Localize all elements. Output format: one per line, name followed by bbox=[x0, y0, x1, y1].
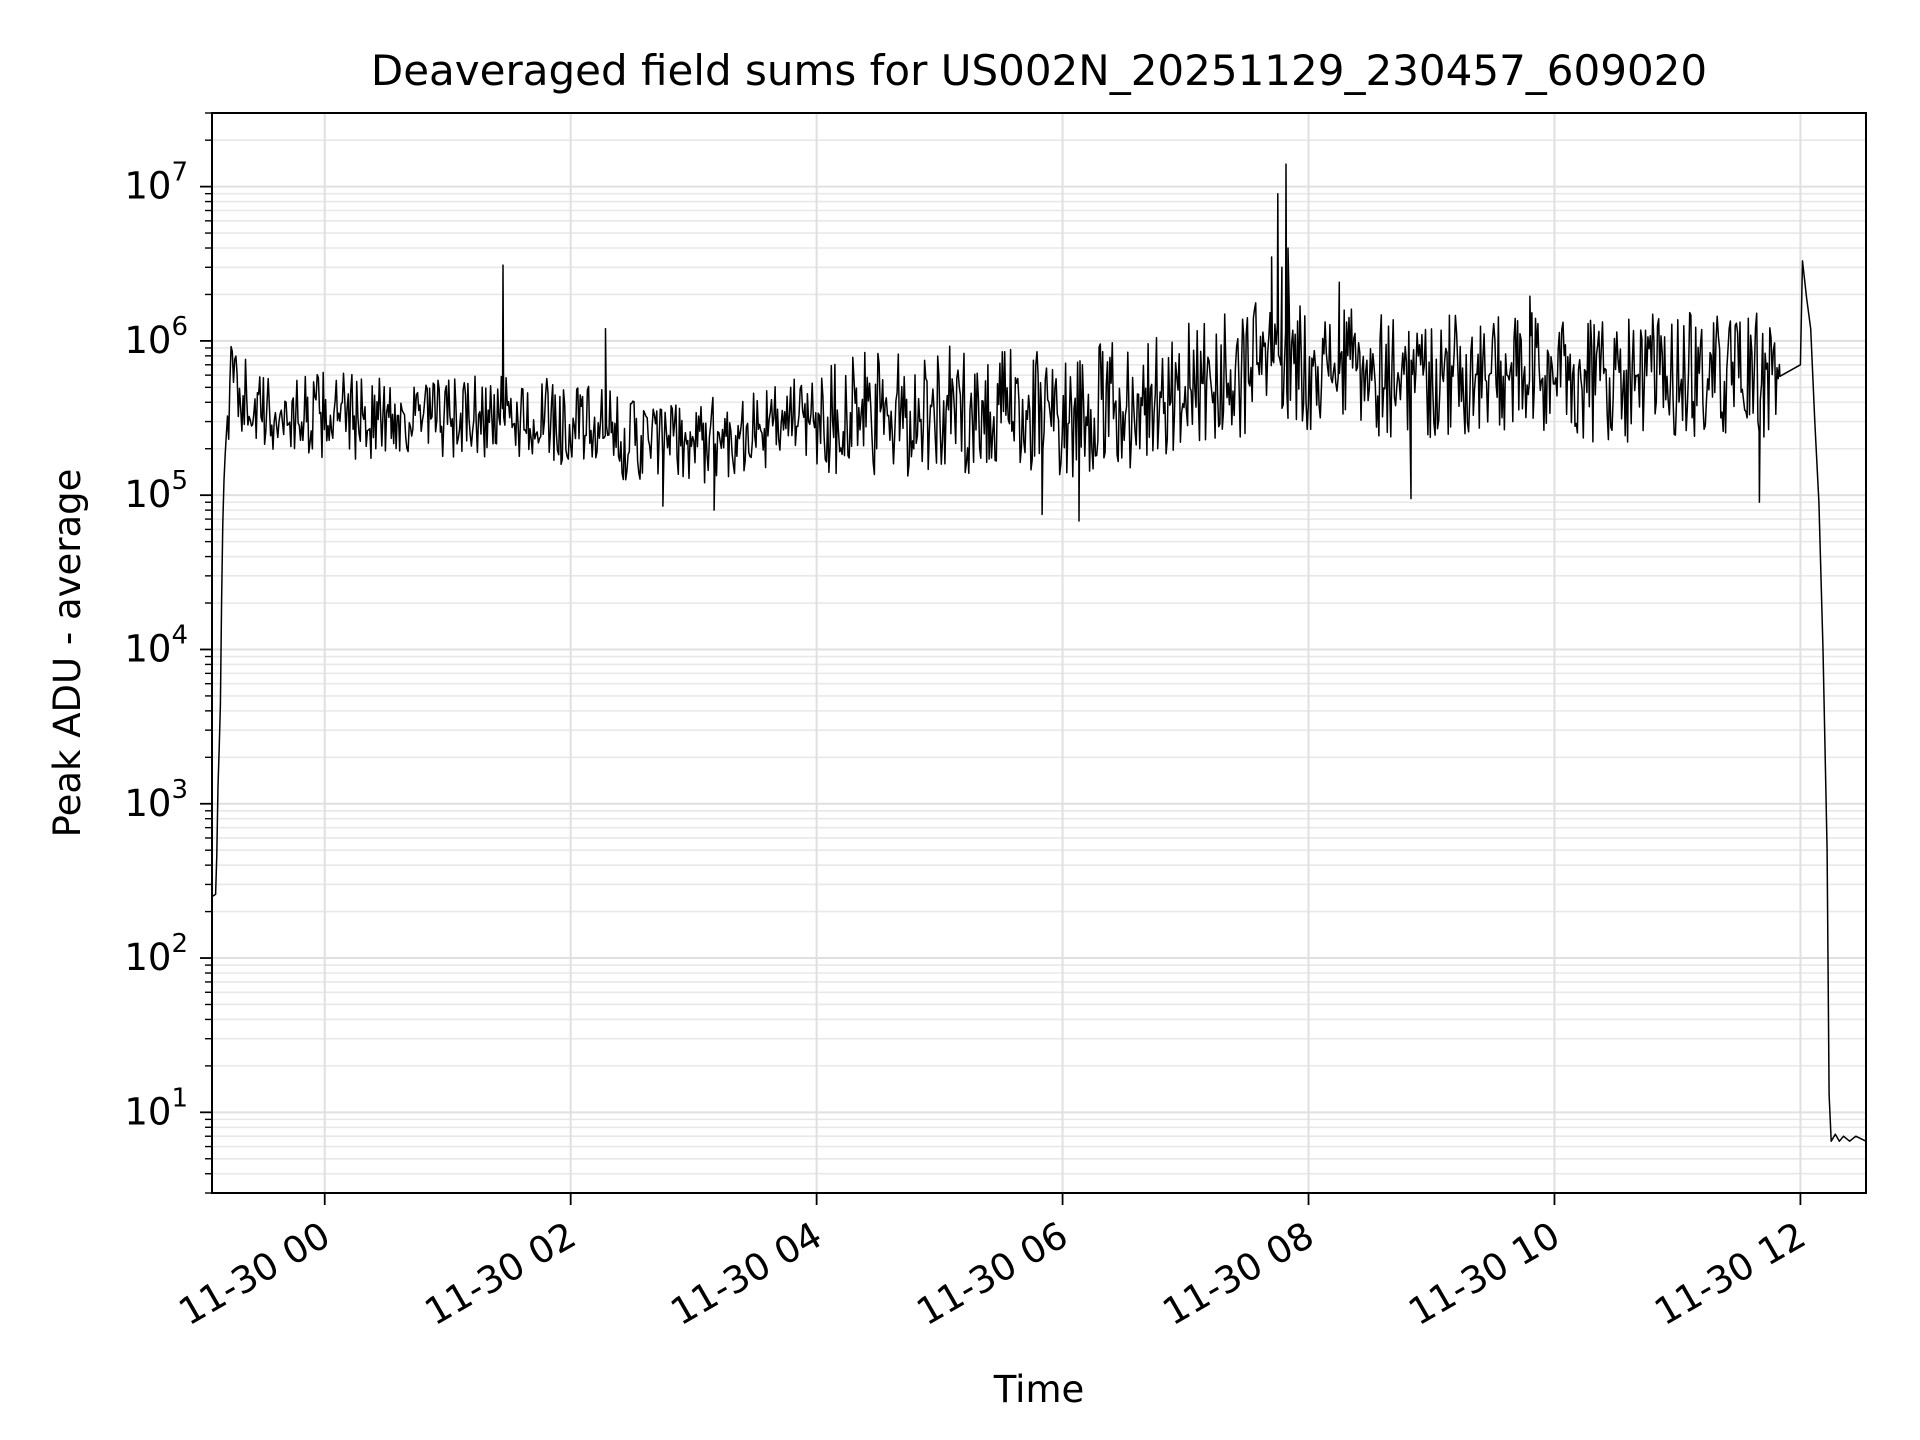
y-tick-label: 105 bbox=[124, 466, 188, 516]
chart-title: Deaveraged field sums for US002N_2025112… bbox=[371, 46, 1707, 95]
y-tick-base: 10 bbox=[124, 319, 171, 362]
y-tick-label: 107 bbox=[124, 158, 188, 208]
y-tick-exponent: 1 bbox=[171, 1083, 188, 1113]
series-line bbox=[211, 163, 1867, 1142]
y-tick-base: 10 bbox=[124, 473, 171, 516]
y-tick-exponent: 5 bbox=[171, 466, 188, 496]
y-tick-exponent: 3 bbox=[171, 775, 188, 805]
y-tick-exponent: 6 bbox=[171, 312, 188, 342]
y-tick-label: 101 bbox=[124, 1083, 188, 1133]
y-tick-label: 102 bbox=[124, 929, 188, 979]
y-tick-base: 10 bbox=[124, 782, 171, 825]
y-tick-exponent: 4 bbox=[171, 620, 188, 650]
x-axis-title: Time bbox=[993, 1368, 1085, 1411]
y-tick-base: 10 bbox=[124, 936, 171, 979]
y-tick-label: 104 bbox=[124, 620, 188, 670]
series-layer bbox=[211, 163, 1867, 1142]
y-tick-label: 106 bbox=[124, 312, 188, 362]
y-tick-base: 10 bbox=[124, 1090, 171, 1133]
y-tick-exponent: 7 bbox=[171, 158, 188, 188]
y-tick-base: 10 bbox=[124, 627, 171, 670]
y-axis-title: Peak ADU - average bbox=[46, 469, 89, 838]
y-tick-label: 103 bbox=[124, 775, 188, 825]
plot-frame bbox=[211, 112, 1867, 1194]
y-tick-exponent: 2 bbox=[171, 929, 188, 959]
y-tick-base: 10 bbox=[124, 165, 171, 208]
